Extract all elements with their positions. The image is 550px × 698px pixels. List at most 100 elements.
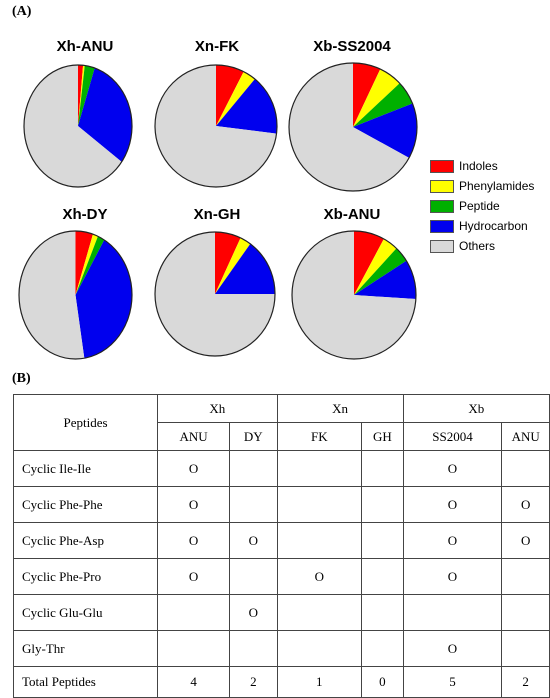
table-cell: 2 [501,666,550,698]
legend-swatch [430,239,454,253]
legend-item-indoles: Indoles [430,156,534,176]
pie-title: Xn-FK [194,38,240,55]
pie-chart [288,62,418,192]
row-label: Cyclic Glu-Glu [12,594,159,631]
pie-slice-others [155,232,275,356]
table-row-total: Total Peptides 4 2 1 0 5 2 [12,666,550,698]
column-header: DY [229,422,278,451]
pie-slice-hydrocarbon [216,78,277,134]
table-cell: 2 [229,666,278,698]
column-header: SS2004 [402,422,503,451]
table-cell: O [402,558,503,595]
pie-slice-indoles [354,231,384,295]
table-cell [157,594,231,631]
legend-item-phenylamides: Phenylamides [430,176,534,196]
pie-slice-phenylamides [78,65,85,126]
pie-title: Xh-ANU [56,38,114,55]
table-cell [501,594,550,631]
table-cell [501,558,550,595]
pie-outline [23,64,133,188]
pie-slice-hydrocarbon [353,103,417,158]
group-header-xb: Xb [402,394,550,423]
column-header: ANU [501,422,550,451]
table-cell: O [276,558,363,595]
table-cell [276,486,363,523]
table-cell: O [157,558,231,595]
pie-outline [154,231,276,357]
pie-outline [288,62,418,192]
pie-slice-others [23,65,122,187]
table-cell [276,630,363,667]
pie-slice-phenylamides [354,238,397,295]
pie-slice-phenylamides [215,237,251,294]
table-cell [276,594,363,631]
table-cell [361,450,404,487]
legend-label: Hydrocarbon [459,219,528,233]
legend-swatch [430,179,454,193]
table-cell [361,522,404,559]
pie-slice-indoles [215,232,241,294]
row-label: Cyclic Phe-Asp [12,522,159,559]
legend-swatch [430,159,454,173]
pie-title: Xb-SS2004 [313,38,391,55]
pie-slice-indoles [78,65,84,126]
table-row: Cyclic Phe-Phe O O O [12,486,550,523]
panel-b-label: (B) [12,371,31,386]
chart-legend: Indoles Phenylamides Peptide Hydrocarbon… [430,156,534,256]
pie-slice-peptide [354,248,407,295]
column-header: ANU [157,422,231,451]
pie-slice-phenylamides [75,234,98,295]
pie-slice-others [292,231,416,359]
column-header: FK [276,422,363,451]
table-corner-header: Peptides [12,394,159,451]
table-cell [229,450,278,487]
table-cell: O [402,630,503,667]
pie-slice-peptide [78,65,95,126]
pie-slice-hydrocarbon [215,243,275,294]
pie-outline [18,230,133,360]
table-cell: O [157,522,231,559]
table-row: Cyclic Phe-Asp O O O O [12,522,550,559]
table-cell: O [501,522,550,559]
table-cell: O [157,486,231,523]
group-header-xn: Xn [276,394,404,423]
legend-item-hydrocarbon: Hydrocarbon [430,216,534,236]
table-cell: O [229,522,278,559]
pie-chart [23,64,133,188]
table-cell [229,558,278,595]
table-cell: 5 [402,666,503,698]
legend-label: Indoles [459,159,498,173]
table-cell [501,630,550,667]
table-cell [229,630,278,667]
table-cell: 1 [276,666,363,698]
table-cell [361,486,404,523]
legend-label: Others [459,239,496,253]
table-cell: 4 [157,666,231,698]
legend-swatch [430,199,454,213]
row-label: Cyclic Ile-Ile [12,450,159,487]
pie-title: Xb-ANU [323,206,381,223]
pie-slice-hydrocarbon [75,239,132,359]
pie-slice-indoles [216,65,244,126]
pie-outline [154,64,278,188]
table-cell [501,450,550,487]
table-cell: O [402,450,503,487]
table-cell: O [402,522,503,559]
row-label: Gly-Thr [12,630,159,667]
table-cell [361,630,404,667]
table-cell [276,522,363,559]
peptides-table: Peptides Xh Xn Xb ANU DY FK GH SS2004 AN… [12,394,550,698]
pie-slice-others [289,63,410,191]
table-cell: O [501,486,550,523]
table-cell [229,486,278,523]
pie-slice-peptide [353,83,413,127]
table-cell: O [229,594,278,631]
group-header-xh: Xh [157,394,278,423]
pie-slice-indoles [353,63,381,127]
table-cell [361,594,404,631]
pie-slice-peptide [75,236,105,295]
pie-slice-hydrocarbon [78,67,132,162]
row-label: Total Peptides [12,666,159,698]
table-row: Gly-Thr O [12,630,550,667]
legend-label: Peptide [459,199,500,213]
